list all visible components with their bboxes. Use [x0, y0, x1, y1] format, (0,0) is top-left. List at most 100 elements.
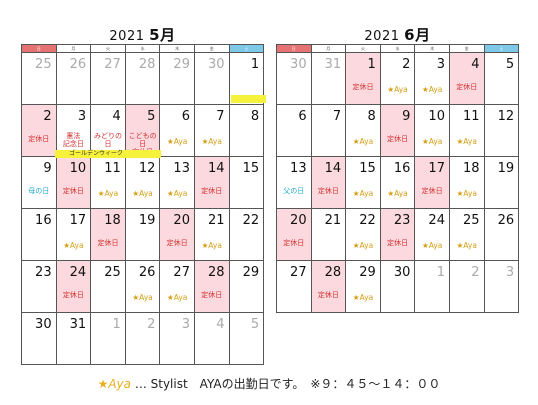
- day-cell: 18 ★Aya: [449, 157, 485, 209]
- day-number: 26: [497, 213, 515, 228]
- day-number: 30: [35, 317, 52, 332]
- day-number: 4: [216, 317, 225, 332]
- aya-workday-marker: ★Aya: [63, 241, 84, 250]
- aya-workday-marker: ★Aya: [352, 241, 374, 250]
- day-cell: 2: [125, 313, 161, 365]
- day-number: 12: [497, 109, 515, 124]
- day-cell: 11 ★Aya: [449, 105, 485, 157]
- aya-workday-marker: ★Aya: [166, 189, 188, 198]
- day-number: 2: [471, 265, 480, 280]
- day-number: 24: [428, 213, 445, 228]
- weekday-header: 水: [125, 45, 161, 53]
- day-number: 16: [393, 161, 411, 176]
- weekday-header: 火: [346, 45, 381, 53]
- day-cell: 26: [484, 209, 520, 261]
- day-note: 定休日: [456, 83, 478, 91]
- day-number: 28: [208, 265, 225, 280]
- day-note: 定休日: [166, 239, 188, 247]
- june-title: 2021 6月: [276, 24, 519, 45]
- day-number: 2: [43, 109, 52, 124]
- day-number: 22: [242, 213, 260, 228]
- day-cell: 11 ★Aya: [91, 157, 126, 209]
- day-number: 9: [402, 109, 411, 124]
- day-number: 25: [104, 265, 121, 280]
- day-cell: 30: [277, 53, 312, 105]
- day-note: 定休日: [387, 239, 409, 247]
- day-number: 19: [497, 161, 515, 176]
- day-note: 定休日: [28, 135, 50, 143]
- day-number: 8: [367, 109, 376, 124]
- day-cell: 30: [380, 261, 416, 313]
- day-cell: 14 定休日: [311, 157, 347, 209]
- weekday-header: 土: [229, 45, 265, 53]
- aya-workday-marker: ★Aya: [132, 189, 153, 198]
- aya-workday-marker: ★Aya: [352, 137, 374, 146]
- day-number: 5: [505, 57, 515, 72]
- aya-workday-marker: ★Aya: [387, 85, 408, 94]
- day-note: みどりの 日: [93, 132, 122, 148]
- may-year: 2021: [109, 29, 145, 44]
- day-cell: 28 定休日: [311, 261, 347, 313]
- day-cell: 10 定休日: [56, 157, 92, 209]
- day-number: 3: [181, 317, 190, 332]
- aya-legend-star: ★Aya: [97, 377, 131, 391]
- day-cell: 21 ★Aya: [194, 209, 230, 261]
- day-number: 16: [35, 213, 52, 228]
- day-number: 28: [324, 265, 342, 280]
- day-number: 18: [463, 161, 480, 176]
- day-number: 25: [463, 213, 480, 228]
- weekday-header: 火: [91, 45, 126, 53]
- day-number: 26: [69, 57, 87, 72]
- day-cell: 4 定休日: [449, 53, 485, 105]
- day-cell: 7: [311, 105, 347, 157]
- day-cell: 2: [449, 261, 485, 313]
- day-number: 3: [77, 109, 87, 124]
- day-note: 憲法 記念日: [62, 132, 84, 148]
- day-number: 29: [359, 265, 376, 280]
- day-note: 定休日: [97, 239, 119, 247]
- weekday-header: 木: [160, 45, 195, 53]
- day-cell: 2 定休日: [22, 105, 57, 157]
- weekday-header: 金: [449, 45, 485, 53]
- day-cell: 3 憲法 記念日: [56, 105, 92, 157]
- day-cell: 5: [229, 313, 265, 365]
- day-cell: 6: [277, 105, 312, 157]
- day-number: 30: [208, 57, 225, 72]
- day-cell: 18 定休日: [91, 209, 126, 261]
- day-cell: 1: [91, 313, 126, 365]
- day-cell: 21: [311, 209, 347, 261]
- day-number: 18: [104, 213, 121, 228]
- day-number: 1: [250, 57, 260, 72]
- day-cell: 19: [484, 157, 520, 209]
- day-cell: 26 ★Aya: [125, 261, 161, 313]
- day-number: 21: [324, 213, 342, 228]
- day-number: 7: [332, 109, 342, 124]
- day-number: 4: [471, 57, 480, 72]
- day-cell: 30: [194, 53, 230, 105]
- day-number: 24: [69, 265, 87, 280]
- day-cell: 23: [22, 261, 57, 313]
- day-cell: 3 ★Aya: [415, 53, 450, 105]
- day-cell: 8 ★Aya: [346, 105, 381, 157]
- day-note: 定休日: [62, 291, 84, 299]
- legend-footer: ★Aya … Stylist AYAの出勤日です。 ※９：４５～１４：００: [0, 375, 538, 392]
- day-cell: 16 ★Aya: [380, 157, 416, 209]
- june-year: 2021: [364, 29, 400, 44]
- day-cell: 24 ★Aya: [415, 209, 450, 261]
- aya-workday-marker: ★Aya: [387, 189, 408, 198]
- day-number: 17: [69, 213, 87, 228]
- may-title: 2021 5月: [21, 24, 264, 45]
- day-cell: 9 定休日: [380, 105, 416, 157]
- day-cell: 15 ★Aya: [346, 157, 381, 209]
- day-cell: 17 定休日: [415, 157, 450, 209]
- day-number: 3: [505, 265, 515, 280]
- day-number: 11: [463, 109, 480, 124]
- day-cell: 29 ★Aya: [346, 261, 381, 313]
- aya-workday-marker: ★Aya: [97, 189, 119, 198]
- day-cell: 12 ★Aya: [125, 157, 161, 209]
- weekday-header: 水: [380, 45, 416, 53]
- day-cell: 28: [125, 53, 161, 105]
- day-cell: 3: [160, 313, 195, 365]
